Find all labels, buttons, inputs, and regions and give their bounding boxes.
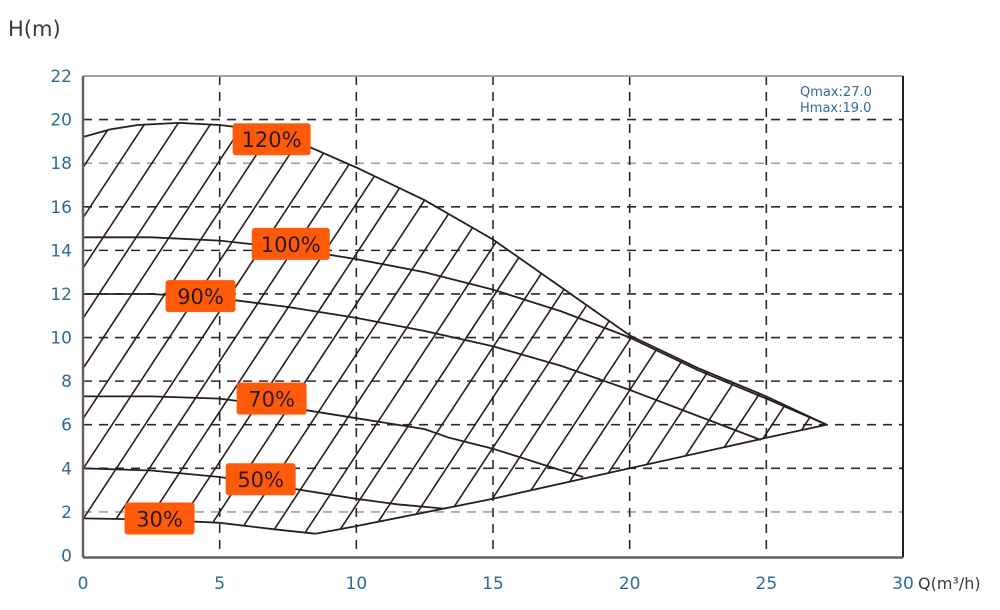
qmax-annotation: Qmax:27.0 [800,85,872,100]
y-tick-label: 4 [61,459,72,479]
curve-line [82,121,827,426]
speed-label: 30% [124,502,195,535]
speed-label-bg [225,463,296,496]
speed-labels: 120% 100% 90% 70% 50% 30% [124,123,330,535]
y-tick-label: 10 [50,329,72,349]
hatch-line [0,56,57,576]
hatch-line [309,122,652,534]
speed-label: 120% [232,123,311,156]
x-axis-label: Q(m³/h) [918,574,981,593]
speed-label: 50% [225,463,296,496]
tick-labels: 0 2 4 6 8 10 12 14 16 18 20 22 0 5 10 15 20 25 30 [50,67,913,594]
hatch-line [144,122,487,534]
x-tick-label: 15 [482,574,504,594]
hmax-annotation: Hmax:19.0 [800,101,871,116]
y-tick-label: 22 [50,67,72,87]
speed-label-bg [165,280,236,313]
hatch-line [83,122,223,534]
y-tick-label: 16 [50,198,72,218]
curve-line [83,236,827,426]
speed-label-text: 30% [136,507,183,531]
speed-label-bg [124,502,195,535]
hatch-line [474,122,817,534]
hatch-line [83,122,256,534]
speed-label: 90% [165,280,236,313]
speed-label: 70% [236,382,307,415]
hatch-line [871,56,1000,576]
speed-label-bg [232,123,311,156]
y-tick-label: 14 [50,241,72,261]
hatch-line [83,122,91,534]
hatch-line [441,122,784,534]
speed-label: 100% [251,227,330,260]
x-tick-label: 5 [214,574,225,594]
hatch-line [705,122,827,534]
hatch-line [672,122,827,534]
y-tick-label: 0 [61,547,72,567]
y-tick-label: 8 [61,372,72,392]
hatch-line [738,122,827,534]
x-tick-label: 30 [892,574,914,594]
speed-label-text: 120% [242,128,302,152]
x-tick-label: 25 [756,574,778,594]
speed-label-text: 90% [177,285,224,309]
lower-boundary-line [315,423,827,535]
hatch-line [838,56,1000,576]
hatch-line [83,122,289,534]
hatch-line [639,122,827,534]
speed-label-text: 100% [261,233,321,257]
hatch-line [937,56,1000,576]
hatch-line [540,122,827,534]
y-tick-label: 2 [61,503,72,523]
speed-label-bg [251,227,330,260]
x-tick-label: 20 [619,574,641,594]
x-tick-label: 10 [346,574,368,594]
y-tick-label: 20 [50,111,72,131]
speed-label-text: 50% [237,468,284,492]
hatch-line [904,56,1000,576]
y-tick-label: 12 [50,285,72,305]
axes [81,75,904,559]
hatch-line [573,122,827,534]
hatch-line [342,122,685,534]
curves [82,121,827,535]
y-axis-label: H(m) [8,17,61,41]
hatch-line [408,122,751,534]
speed-label-bg [236,382,307,415]
hatch-line [606,122,827,534]
hatch-line [83,122,157,534]
curve-line [83,293,762,441]
curve-line [83,395,584,478]
x-tick-label: 0 [78,574,89,594]
hatch-line [276,122,619,534]
hatch-line [507,122,827,534]
speed-label-text: 70% [248,388,295,412]
hatch-line [375,122,718,534]
hatch-line [771,122,827,534]
y-tick-label: 18 [50,154,72,174]
y-tick-label: 6 [61,416,72,436]
hatch-line [83,122,190,534]
hatch-line [0,56,24,576]
